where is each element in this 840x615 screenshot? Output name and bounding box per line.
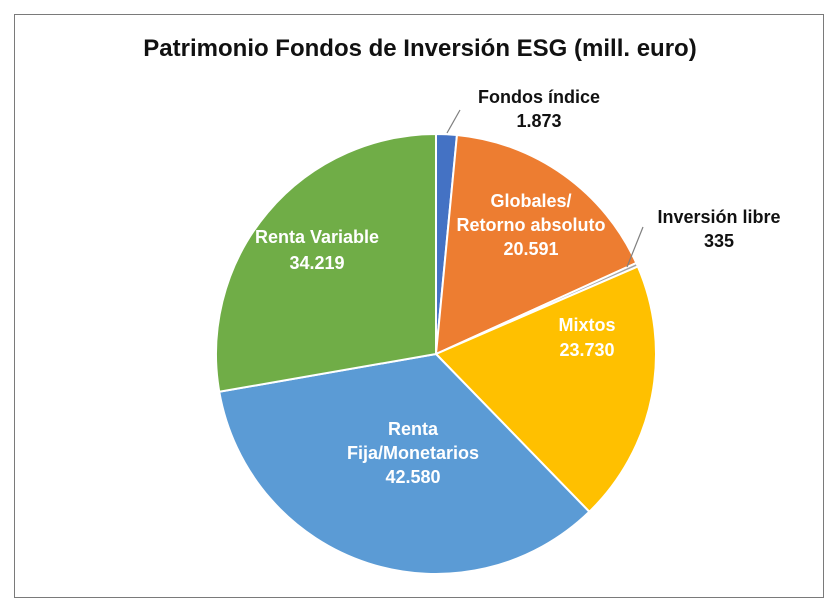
leader-line-2 xyxy=(626,226,644,268)
pie-slice-3 xyxy=(434,265,657,514)
slice-label-0: Fondos índice 1.873 xyxy=(478,87,600,131)
chart-frame: Patrimonio Fondos de Inversión ESG (mill… xyxy=(14,14,824,598)
pie-slice-4 xyxy=(218,352,591,575)
leader-line-0 xyxy=(446,109,461,134)
slice-label-5: Renta Variable 34.219 xyxy=(255,227,379,273)
chart-title: Patrimonio Fondos de Inversión ESG (mill… xyxy=(143,35,697,62)
slice-label-1: Globales/Retorno absoluto 20.591 xyxy=(457,191,606,259)
pie-slice-5 xyxy=(215,132,437,393)
pie-chart: Fondos índice 1.873 Globales/Retorno absol… xyxy=(215,87,781,575)
slice-label-4: Renta Fija/Monetarios 42.580 xyxy=(347,419,479,487)
slice-label-3: Mixtos 23.730 xyxy=(558,315,615,360)
pie-slice-1 xyxy=(434,133,638,356)
slice-label-2: Inversión libre 335 xyxy=(657,207,780,251)
